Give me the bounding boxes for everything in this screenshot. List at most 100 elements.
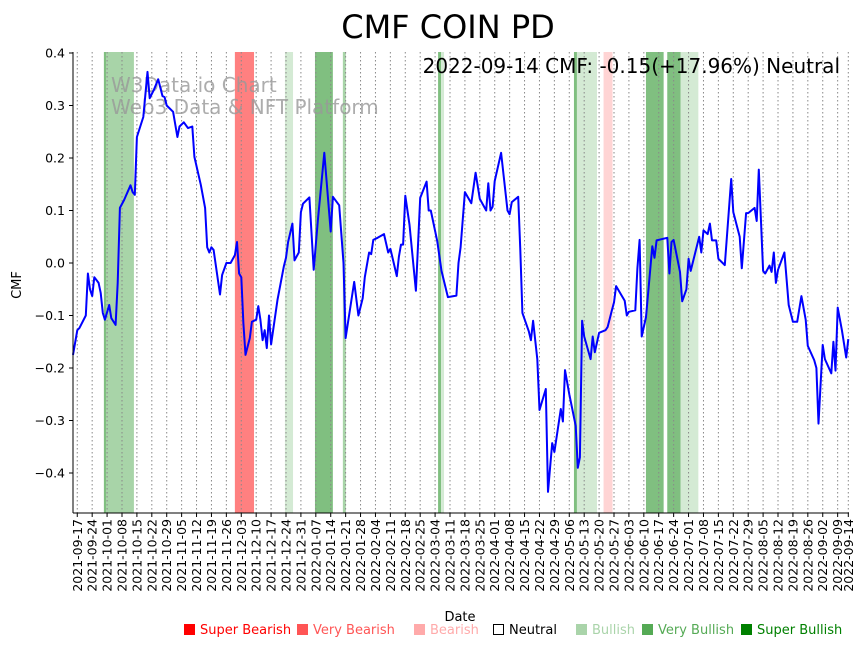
legend-item-neutral: Neutral	[493, 623, 557, 638]
x-tick-label: 2022-05-27	[607, 519, 622, 592]
x-tick-label: 2021-12-31	[293, 519, 308, 592]
legend-label: Neutral	[509, 623, 557, 638]
legend-swatch	[184, 624, 195, 635]
x-tick-label: 2022-07-29	[741, 519, 756, 592]
x-tick-label: 2022-09-14	[841, 519, 856, 592]
x-tick-label: 2021-12-03	[234, 519, 249, 592]
x-tick-label: 2021-12-10	[249, 519, 264, 592]
x-tick-label: 2021-11-12	[189, 519, 204, 592]
x-tick-label: 2021-09-24	[85, 519, 100, 592]
x-tick-label: 2021-10-22	[144, 519, 159, 592]
y-ticks: −0.4 −0.3 −0.2 −0.1 0.0 0.1 0.2 0.3 0.4	[35, 46, 73, 481]
x-tick-label: 2022-01-28	[353, 519, 368, 592]
x-tick-label: 2022-02-04	[368, 519, 383, 592]
x-tick-label: 2022-05-13	[577, 519, 592, 592]
x-gridlines	[76, 52, 849, 513]
x-tick-label: 2022-09-02	[815, 519, 830, 592]
x-tick-label: 2022-04-01	[487, 519, 502, 592]
band-super-bullish	[573, 52, 577, 513]
legend-swatch	[576, 624, 587, 635]
x-tick-label: 2022-03-04	[428, 519, 443, 592]
band-bullish	[441, 52, 445, 513]
x-tick-label: 2022-06-24	[666, 519, 681, 592]
x-tick-label: 2021-12-24	[278, 519, 293, 592]
y-tick-label: −0.4	[35, 466, 65, 481]
x-tick-label: 2022-07-08	[696, 519, 711, 592]
x-tick-label: 2021-11-26	[219, 519, 234, 592]
signal-bands	[103, 52, 699, 513]
y-tick-label: 0.0	[45, 256, 65, 271]
legend-item-very-bullish: Very Bullish	[642, 623, 734, 638]
band-bullish	[284, 52, 294, 513]
y-tick-label: 0.3	[45, 98, 65, 113]
x-tick-label: 2021-10-08	[114, 519, 129, 592]
band-super-bullish	[314, 52, 333, 513]
x-tick-label: 2021-10-29	[159, 519, 174, 592]
watermark-line-1: W3Data.io Chart	[111, 73, 277, 97]
legend-label: Bullish	[592, 623, 635, 638]
y-tick-label: −0.2	[35, 361, 65, 376]
x-tick-label: 2021-10-01	[100, 519, 115, 592]
x-tick-label: 2022-02-25	[413, 519, 428, 592]
x-tick-label: 2022-01-21	[338, 519, 353, 592]
legend-label: Super Bullish	[757, 623, 842, 638]
x-tick-label: 2022-03-25	[472, 519, 487, 592]
legend-item-bearish: Bearish	[414, 623, 479, 638]
x-tick-label: 2021-11-05	[174, 519, 189, 592]
x-tick-label: 2022-05-06	[562, 519, 577, 592]
x-tick-label: 2021-11-19	[204, 519, 219, 592]
x-tick-label: 2022-08-05	[756, 519, 771, 592]
x-tick-label: 2022-02-18	[398, 519, 413, 592]
x-ticks: 2021-09-17 2021-09-24 2021-10-01 2021-10-08…	[70, 513, 856, 592]
y-axis-label: CMF	[10, 271, 25, 299]
legend-label: Very Bearish	[313, 623, 395, 638]
band-super-bearish	[234, 52, 255, 513]
x-tick-label: 2022-06-10	[636, 519, 651, 592]
legend-swatch	[741, 624, 752, 635]
x-tick-label: 2022-05-20	[592, 519, 607, 592]
x-tick-label: 2022-08-26	[800, 519, 815, 592]
annotation: 2022-09-14 CMF: -0.15(+17.96%) Neutral	[423, 54, 840, 78]
x-tick-label: 2021-12-17	[264, 519, 279, 592]
x-tick-label: 2022-03-11	[443, 519, 458, 592]
x-tick-label: 2022-09-09	[830, 519, 845, 592]
y-tick-label: −0.3	[35, 413, 65, 428]
x-tick-label: 2022-01-07	[308, 519, 323, 592]
x-tick-label: 2021-10-15	[129, 519, 144, 592]
band-super-bullish	[103, 52, 107, 513]
legend: Super Bearish Very Bearish Bearish Neutral B…	[184, 623, 842, 638]
band-very-bullish	[106, 52, 134, 513]
band-bearish	[603, 52, 613, 513]
legend-item-super-bearish: Super Bearish	[184, 623, 291, 638]
legend-item-very-bearish: Very Bearish	[297, 623, 395, 638]
x-tick-label: 2022-02-11	[383, 519, 398, 592]
x-tick-label: 2022-07-22	[726, 519, 741, 592]
x-tick-label: 2022-04-29	[547, 519, 562, 592]
band-super-bullish	[667, 52, 681, 513]
x-tick-label: 2021-09-17	[70, 519, 85, 592]
x-tick-label: 2022-08-12	[771, 519, 786, 592]
legend-swatch	[642, 624, 653, 635]
x-tick-label: 2022-08-19	[785, 519, 800, 592]
x-tick-label: 2022-07-01	[681, 519, 696, 592]
x-tick-label: 2022-06-03	[621, 519, 636, 592]
chart-title: CMF COIN PD	[341, 8, 555, 46]
legend-label: Very Bullish	[658, 623, 734, 638]
legend-item-bullish: Bullish	[576, 623, 635, 638]
band-super-bullish	[438, 52, 442, 513]
legend-item-super-bullish: Super Bullish	[741, 623, 842, 638]
x-tick-label: 2022-04-22	[532, 519, 547, 592]
legend-swatch	[493, 624, 504, 635]
x-tick-label: 2022-07-15	[711, 519, 726, 592]
band-bullish	[576, 52, 597, 513]
watermark: W3Data.io Chart Web3 Data & NFT Platform	[111, 73, 379, 119]
band-bullish	[680, 52, 699, 513]
y-tick-label: 0.4	[45, 46, 65, 61]
band-super-bullish	[645, 52, 664, 513]
x-tick-label: 2022-01-14	[323, 519, 338, 592]
x-tick-label: 2022-04-08	[502, 519, 517, 592]
watermark-line-2: Web3 Data & NFT Platform	[111, 95, 379, 119]
x-tick-label: 2022-06-17	[651, 519, 666, 592]
cmf-line	[72, 70, 850, 493]
